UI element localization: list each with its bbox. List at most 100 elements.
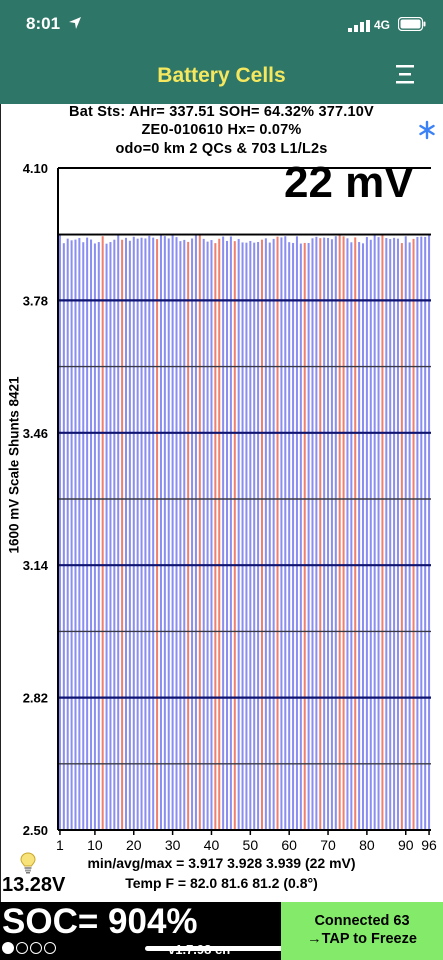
cell-bar[interactable] bbox=[268, 242, 271, 830]
cell-bar[interactable] bbox=[136, 238, 139, 830]
cell-bar[interactable] bbox=[385, 238, 388, 831]
cell-bar-shunted[interactable] bbox=[412, 238, 415, 830]
cell-bar[interactable] bbox=[245, 242, 248, 830]
cell-bar[interactable] bbox=[299, 243, 302, 830]
cell-bar[interactable] bbox=[167, 238, 170, 830]
cell-bar-shunted[interactable] bbox=[381, 235, 384, 831]
cell-bar[interactable] bbox=[241, 242, 244, 831]
cell-bar-shunted[interactable] bbox=[101, 236, 104, 831]
cell-bar-shunted[interactable] bbox=[338, 234, 341, 830]
cell-bar[interactable] bbox=[253, 242, 256, 830]
cell-bar[interactable] bbox=[350, 242, 353, 830]
cell-bar[interactable] bbox=[272, 238, 275, 830]
cell-bar-shunted[interactable] bbox=[214, 243, 217, 830]
page-dots[interactable] bbox=[2, 938, 56, 958]
cell-bar[interactable] bbox=[346, 238, 349, 831]
cell-bar[interactable] bbox=[74, 239, 77, 831]
cell-bar[interactable] bbox=[264, 238, 267, 831]
page-dot[interactable] bbox=[30, 942, 42, 954]
cell-bar[interactable] bbox=[327, 237, 330, 830]
cell-bar-shunted[interactable] bbox=[198, 235, 201, 831]
lightbulb-icon[interactable] bbox=[20, 852, 36, 874]
home-indicator[interactable] bbox=[145, 946, 285, 951]
page-dot[interactable] bbox=[44, 942, 56, 954]
cell-bar[interactable] bbox=[210, 240, 213, 831]
cell-bar[interactable] bbox=[315, 236, 318, 830]
cell-bar[interactable] bbox=[362, 243, 365, 830]
cell-bar[interactable] bbox=[393, 237, 396, 830]
cell-bar[interactable] bbox=[389, 239, 392, 830]
cell-bar-shunted[interactable] bbox=[342, 236, 345, 831]
cell-bar[interactable] bbox=[86, 237, 89, 831]
cell-bar-shunted[interactable] bbox=[400, 243, 403, 830]
cell-bar[interactable] bbox=[58, 235, 61, 830]
cell-bar[interactable] bbox=[330, 239, 333, 831]
cell-bar[interactable] bbox=[159, 234, 162, 830]
cell-bar[interactable] bbox=[292, 242, 295, 831]
page-dot[interactable] bbox=[16, 942, 28, 954]
cell-bar[interactable] bbox=[148, 235, 151, 831]
cell-bar[interactable] bbox=[140, 237, 143, 830]
cell-bar-shunted[interactable] bbox=[354, 237, 357, 830]
cell-bar[interactable] bbox=[128, 240, 131, 830]
cell-bar[interactable] bbox=[404, 236, 407, 831]
cell-bar[interactable] bbox=[226, 240, 229, 830]
cell-bar[interactable] bbox=[78, 238, 81, 830]
cell-bar-shunted[interactable] bbox=[121, 239, 124, 830]
cell-bar[interactable] bbox=[295, 236, 298, 831]
cell-bar[interactable] bbox=[307, 243, 310, 830]
cell-bar[interactable] bbox=[62, 243, 65, 830]
cell-bar[interactable] bbox=[66, 238, 69, 830]
cell-bar[interactable] bbox=[323, 237, 326, 831]
cell-bar[interactable] bbox=[90, 239, 93, 830]
cell-bar[interactable] bbox=[117, 235, 120, 830]
cell-bar-shunted[interactable] bbox=[319, 238, 322, 830]
connection-freeze-button[interactable]: Connected 63 →TAP to Freeze bbox=[281, 902, 443, 960]
cell-bar[interactable] bbox=[420, 236, 423, 831]
cell-bar[interactable] bbox=[206, 241, 209, 831]
page-dot-active[interactable] bbox=[2, 942, 14, 954]
cell-bar-shunted[interactable] bbox=[233, 241, 236, 830]
cell-bar[interactable] bbox=[424, 236, 427, 830]
cell-bar[interactable] bbox=[179, 241, 182, 830]
cell-bar[interactable] bbox=[175, 237, 178, 830]
cell-bar[interactable] bbox=[194, 234, 197, 830]
cell-bar[interactable] bbox=[171, 234, 174, 830]
cell-bar[interactable] bbox=[396, 238, 399, 830]
cell-bar[interactable] bbox=[70, 240, 73, 830]
cell-bar[interactable] bbox=[229, 236, 232, 831]
cell-bar[interactable] bbox=[416, 237, 419, 830]
cell-bar-shunted[interactable] bbox=[156, 239, 159, 830]
cell-bar[interactable] bbox=[257, 242, 260, 830]
cell-bar[interactable] bbox=[152, 237, 155, 830]
cell-bar[interactable] bbox=[284, 236, 287, 830]
cell-bar[interactable] bbox=[237, 239, 240, 831]
cell-bar[interactable] bbox=[191, 238, 194, 831]
cell-bar[interactable] bbox=[144, 238, 147, 830]
cell-bar[interactable] bbox=[373, 235, 376, 830]
bluetooth-icon[interactable] bbox=[418, 120, 436, 140]
cell-bar[interactable] bbox=[334, 236, 337, 830]
cell-bar[interactable] bbox=[132, 236, 135, 831]
cell-bar[interactable] bbox=[408, 242, 411, 830]
cell-bar[interactable] bbox=[311, 238, 314, 830]
cell-bar-shunted[interactable] bbox=[260, 239, 263, 830]
cell-bar[interactable] bbox=[280, 237, 283, 830]
cell-bar-shunted[interactable] bbox=[218, 238, 221, 831]
cell-bar[interactable] bbox=[358, 242, 361, 831]
cell-bar[interactable] bbox=[93, 243, 96, 830]
cell-bar-shunted[interactable] bbox=[276, 236, 279, 830]
cell-bar[interactable] bbox=[183, 239, 186, 830]
cell-bar[interactable] bbox=[377, 237, 380, 830]
cell-bar[interactable] bbox=[428, 235, 431, 830]
cell-bar[interactable] bbox=[222, 236, 225, 830]
cell-bar[interactable] bbox=[113, 239, 116, 830]
cell-bar[interactable] bbox=[163, 236, 166, 831]
cell-bar-shunted[interactable] bbox=[303, 242, 306, 830]
cell-bar[interactable] bbox=[369, 239, 372, 831]
cell-bar[interactable] bbox=[288, 242, 291, 831]
menu-icon[interactable] bbox=[395, 62, 415, 86]
cell-bar[interactable] bbox=[249, 240, 252, 831]
cell-bar[interactable] bbox=[109, 242, 112, 831]
cell-bar[interactable] bbox=[105, 243, 108, 831]
